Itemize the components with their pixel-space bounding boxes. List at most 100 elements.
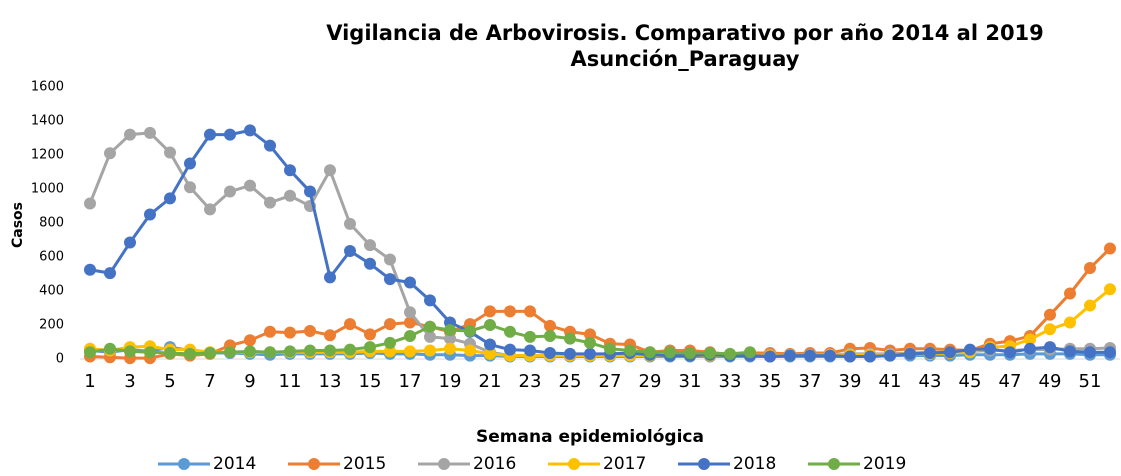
data-point [364, 328, 376, 341]
data-point [584, 328, 596, 341]
data-point [524, 344, 536, 357]
legend-label: 2014 [213, 454, 256, 474]
data-point [344, 217, 356, 230]
data-point [424, 294, 436, 307]
data-point [464, 324, 476, 337]
y-tick-label: 0 [56, 352, 64, 367]
data-point [444, 332, 456, 345]
data-point [544, 319, 556, 332]
data-point [404, 330, 416, 343]
data-point [184, 181, 196, 194]
data-point [364, 341, 376, 354]
data-point [324, 164, 336, 177]
data-point [504, 325, 516, 338]
data-point [564, 347, 576, 360]
x-tick-label: 33 [719, 371, 742, 392]
data-point [224, 185, 236, 198]
data-point [464, 344, 476, 357]
data-point [104, 342, 116, 355]
x-tick-label: 23 [519, 371, 542, 392]
x-tick-label: 29 [639, 371, 662, 392]
data-point [384, 273, 396, 286]
data-point [204, 203, 216, 216]
data-point [1104, 242, 1116, 255]
data-point [124, 128, 136, 141]
data-point [364, 257, 376, 270]
data-point [504, 343, 516, 356]
data-point [764, 350, 776, 363]
data-point [404, 276, 416, 289]
data-point [704, 347, 716, 360]
data-point [924, 347, 936, 360]
data-point [384, 345, 396, 358]
data-point [444, 342, 456, 355]
data-point [344, 318, 356, 331]
data-point [684, 347, 696, 360]
data-point [404, 345, 416, 358]
data-point [504, 305, 516, 318]
data-point [424, 330, 436, 343]
data-point [284, 164, 296, 177]
data-point [284, 189, 296, 202]
data-point [1104, 283, 1116, 296]
data-point [324, 329, 336, 342]
data-point [1004, 346, 1016, 359]
x-tick-label: 9 [244, 371, 255, 392]
data-point [324, 344, 336, 357]
data-point [124, 236, 136, 249]
x-tick-label: 15 [359, 371, 382, 392]
data-point [584, 347, 596, 360]
legend-marker [828, 458, 840, 470]
data-point [784, 349, 796, 362]
data-point [904, 347, 916, 360]
x-tick-label: 41 [879, 371, 902, 392]
data-point [544, 347, 556, 360]
x-tick-label: 51 [1079, 371, 1102, 392]
chart-title: Vigilancia de Arbovirosis. Comparativo p… [326, 21, 1044, 45]
legend-marker [568, 458, 580, 470]
series-line [88, 131, 1111, 358]
data-point [1024, 333, 1036, 346]
data-point [264, 346, 276, 359]
x-tick-label: 11 [279, 371, 302, 392]
data-point [1024, 342, 1036, 355]
data-point [344, 343, 356, 356]
data-point [124, 345, 136, 358]
data-point [644, 346, 656, 359]
data-point [1044, 323, 1056, 336]
data-point [484, 305, 496, 318]
data-point [204, 128, 216, 141]
data-point [424, 344, 436, 357]
y-tick-label: 800 [39, 216, 64, 231]
x-tick-label: 35 [759, 371, 782, 392]
x-tick-label: 17 [399, 371, 422, 392]
data-point [664, 346, 676, 359]
data-point [404, 306, 416, 319]
data-point [84, 263, 96, 276]
data-point [104, 267, 116, 280]
data-point [524, 305, 536, 318]
y-tick-label: 1600 [31, 80, 64, 95]
x-tick-label: 5 [164, 371, 175, 392]
data-point [164, 347, 176, 360]
data-point [384, 318, 396, 331]
x-tick-label: 19 [439, 371, 462, 392]
y-tick-label: 400 [39, 284, 64, 299]
data-point [264, 196, 276, 209]
data-point [624, 344, 636, 357]
data-point [804, 349, 816, 362]
data-point [1104, 346, 1116, 359]
x-tick-label: 27 [599, 371, 622, 392]
data-point [184, 347, 196, 360]
data-point [84, 197, 96, 210]
x-tick-label: 3 [124, 371, 135, 392]
data-point [564, 332, 576, 345]
data-point [1044, 341, 1056, 354]
data-point [404, 316, 416, 329]
data-point [304, 324, 316, 337]
legend-label: 2016 [473, 454, 516, 474]
series-line [89, 128, 1110, 358]
data-point [264, 325, 276, 338]
data-point [1084, 299, 1096, 312]
data-point [384, 253, 396, 266]
